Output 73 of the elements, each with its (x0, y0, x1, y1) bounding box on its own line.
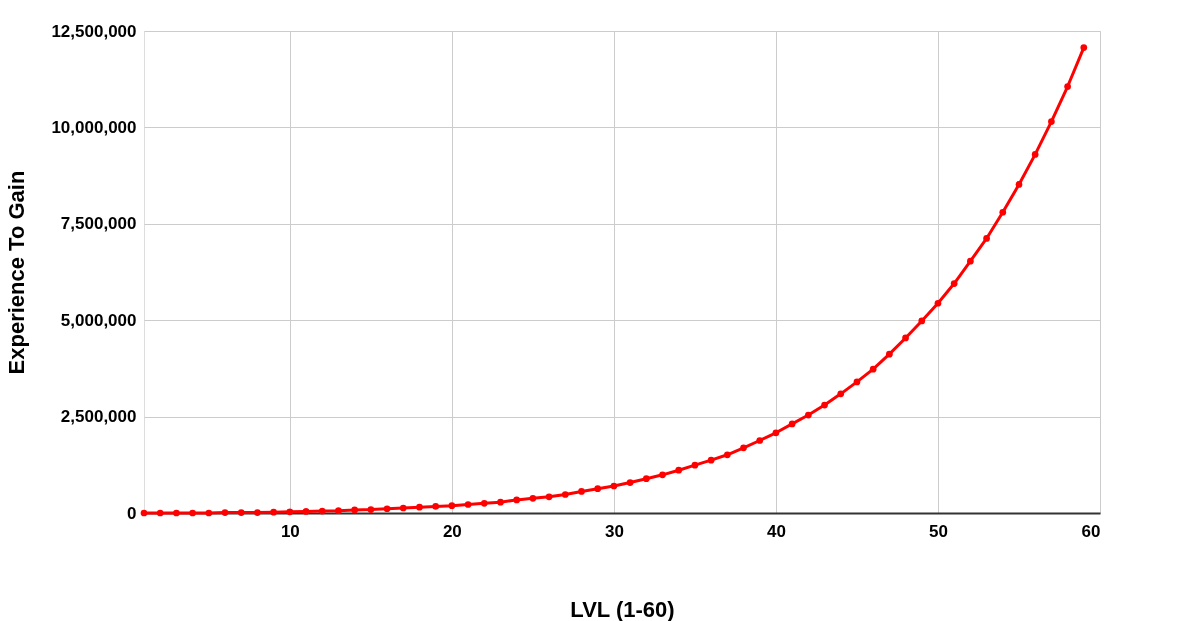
point (254, 509, 261, 516)
point (902, 334, 909, 342)
point (983, 235, 990, 242)
point (1048, 118, 1055, 125)
point (1064, 83, 1071, 90)
y-tick-label: 7,500,000 (60, 214, 137, 234)
point (383, 505, 391, 513)
point (934, 299, 942, 307)
point (1031, 151, 1039, 158)
point (237, 509, 245, 516)
point (416, 503, 423, 511)
point (707, 456, 715, 464)
point (594, 485, 602, 493)
point (140, 509, 148, 517)
point (578, 488, 585, 495)
point (691, 461, 699, 469)
y-tick-label: 5,000,000 (60, 310, 137, 330)
point (804, 411, 812, 419)
point (286, 508, 294, 516)
point (967, 257, 974, 265)
point (480, 500, 488, 507)
x-axis-title: LVL (1-60) (570, 596, 675, 621)
point (432, 503, 440, 510)
point (545, 493, 553, 501)
point (270, 508, 277, 516)
point (642, 475, 650, 483)
y-axis-title: Experience To Gain (4, 170, 30, 375)
point (950, 280, 958, 287)
x-tick-label: 10 (280, 521, 300, 541)
point (205, 509, 213, 517)
point (999, 208, 1007, 216)
point (189, 509, 196, 517)
x-tick-label: 50 (929, 521, 948, 541)
point (853, 378, 861, 386)
point (740, 444, 747, 452)
point (626, 479, 634, 486)
point (302, 508, 310, 515)
point (561, 491, 569, 498)
y-tick-label: 2,500,000 (60, 407, 137, 427)
point (821, 401, 828, 409)
point (529, 495, 537, 502)
point (723, 451, 731, 459)
point (886, 350, 893, 358)
point (448, 502, 456, 510)
x-tick-label: 30 (604, 521, 624, 541)
y-tick-label: 10,000,000 (51, 117, 137, 137)
x-tick-label: 60 (1081, 521, 1101, 541)
point (756, 437, 764, 444)
point (1080, 44, 1088, 51)
point (610, 482, 618, 490)
y-tick-label: 0 (127, 503, 137, 523)
point (399, 504, 407, 512)
point (464, 501, 472, 508)
point (513, 496, 521, 504)
point (918, 317, 926, 325)
point (869, 365, 877, 373)
point (156, 509, 164, 517)
point (497, 498, 504, 506)
point (351, 506, 358, 514)
point (335, 507, 342, 515)
x-tick-label: 20 (442, 521, 462, 541)
point (788, 420, 796, 428)
x-tick-label: 40 (766, 521, 786, 541)
point (772, 429, 780, 437)
y-tick-label: 12,500,000 (51, 21, 137, 41)
point (318, 507, 326, 515)
point (675, 466, 683, 474)
point (367, 506, 375, 513)
point (659, 471, 666, 479)
point (221, 509, 229, 516)
point (837, 390, 845, 398)
point (173, 509, 180, 517)
point (1015, 181, 1023, 188)
